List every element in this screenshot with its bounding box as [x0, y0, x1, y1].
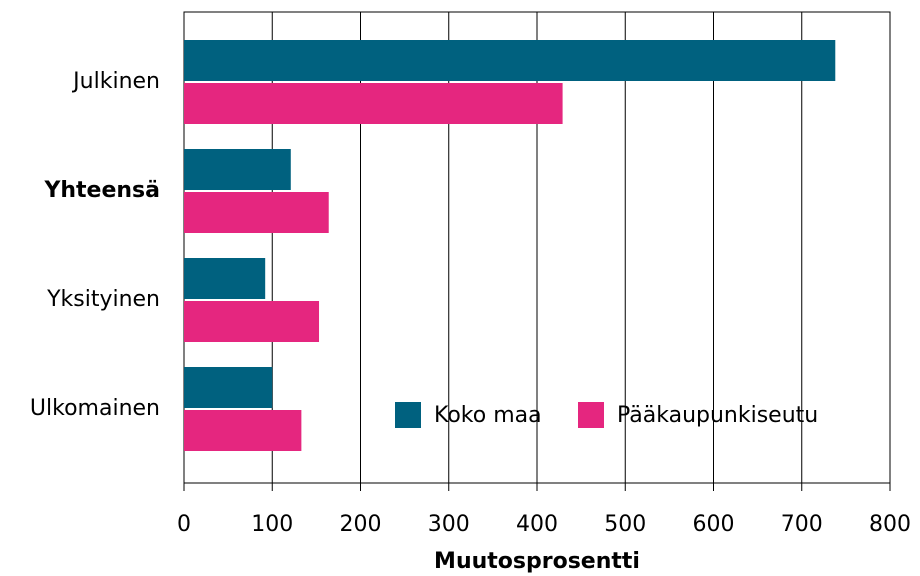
- legend-swatch: [395, 402, 421, 428]
- legend-label: Koko maa: [434, 403, 542, 428]
- bar: [184, 410, 302, 451]
- bar: [184, 367, 273, 408]
- bar: [184, 192, 329, 233]
- bar: [184, 83, 563, 124]
- bar: [184, 40, 836, 81]
- bar: [184, 301, 320, 342]
- bar: [184, 149, 291, 190]
- plot-frame: [183, 11, 891, 484]
- legend-swatch: [578, 402, 604, 428]
- x-tick-label: 800: [869, 512, 911, 537]
- x-tick-label: 0: [177, 512, 191, 537]
- x-tick-label: 700: [781, 512, 823, 537]
- x-tick-label: 500: [604, 512, 646, 537]
- y-tick-label: Julkinen: [71, 69, 160, 94]
- x-tick-label: 400: [516, 512, 558, 537]
- x-axis-label: Muutosprosentti: [434, 549, 640, 574]
- x-tick-label: 300: [428, 512, 470, 537]
- y-tick-label: Ulkomainen: [30, 396, 160, 421]
- x-tick-label: 100: [251, 512, 293, 537]
- y-tick-label: Yksityinen: [46, 287, 160, 312]
- bar: [184, 258, 266, 299]
- legend-label: Pääkaupunkiseutu: [617, 403, 818, 428]
- y-tick-label: Yhteensä: [43, 178, 160, 203]
- x-tick-label: 600: [693, 512, 735, 537]
- x-tick-label: 200: [340, 512, 382, 537]
